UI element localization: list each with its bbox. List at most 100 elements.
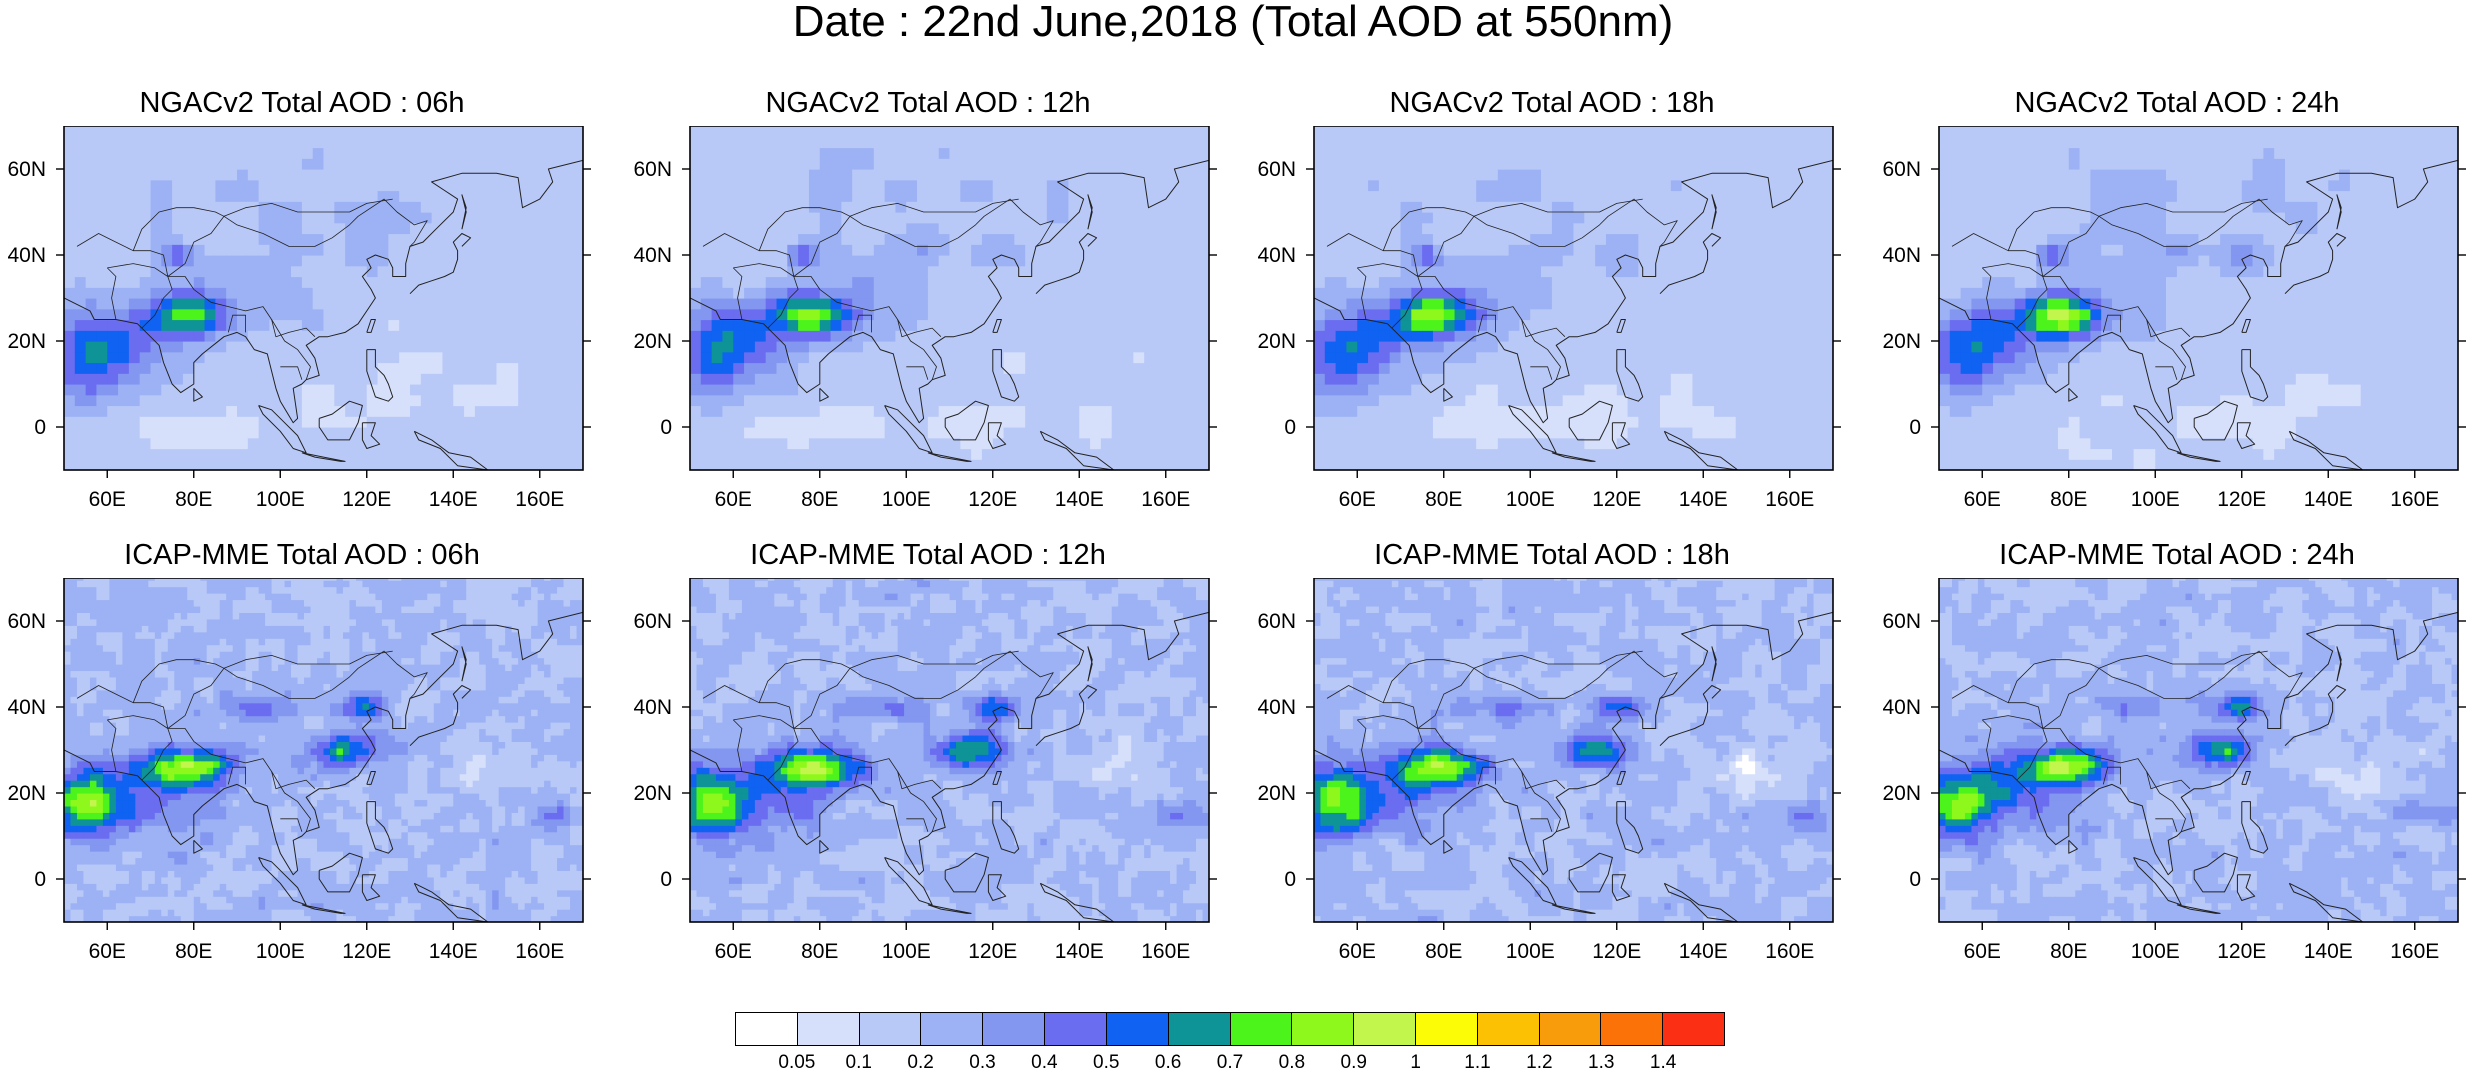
aod-field bbox=[1939, 126, 2459, 471]
lat-tick-label: 20N bbox=[1882, 782, 1921, 805]
lon-tick-label: 160E bbox=[2390, 940, 2439, 963]
lat-tick-label: 20N bbox=[633, 330, 672, 353]
aod-field bbox=[690, 126, 1210, 471]
panel-title: ICAP-MME Total AOD : 12h bbox=[626, 538, 1230, 572]
lon-tick-label: 100E bbox=[256, 488, 305, 511]
lon-tick-label: 80E bbox=[801, 488, 838, 511]
lon-tick-label: 100E bbox=[882, 488, 931, 511]
lat-tick-label: 40N bbox=[7, 696, 46, 719]
lon-tick-label: 100E bbox=[2131, 488, 2180, 511]
lat-tick-label: 60N bbox=[1882, 610, 1921, 633]
lon-tick-label: 120E bbox=[968, 488, 1017, 511]
colorbar-cell bbox=[860, 1013, 922, 1045]
lat-tick-label: 40N bbox=[1257, 244, 1296, 267]
panel-title: ICAP-MME Total AOD : 24h bbox=[1875, 538, 2466, 572]
figure-title: Date : 22nd June,2018 (Total AOD at 550n… bbox=[0, 0, 2466, 44]
lon-tick-label: 80E bbox=[801, 940, 838, 963]
lon-tick-label: 120E bbox=[342, 940, 391, 963]
lon-tick-label: 100E bbox=[1506, 940, 1555, 963]
lon-tick-label: 140E bbox=[1055, 488, 1104, 511]
map-panel: NGACv2 Total AOD : 12h 60E 80E 100E 120E 140E… bbox=[626, 86, 1230, 540]
lat-tick-label: 60N bbox=[633, 610, 672, 633]
lat-tick-label: 40N bbox=[633, 696, 672, 719]
lat-tick-label: 60N bbox=[633, 158, 672, 181]
colorbar-cell bbox=[983, 1013, 1045, 1045]
lat-tick-label: 40N bbox=[1257, 696, 1296, 719]
map-panel: NGACv2 Total AOD : 18h 60E 80E 100E 120E 140E… bbox=[1250, 86, 1854, 540]
lon-tick-label: 80E bbox=[1425, 488, 1462, 511]
lon-tick-label: 60E bbox=[89, 940, 126, 963]
lon-tick-label: 140E bbox=[2304, 488, 2353, 511]
lon-tick-label: 160E bbox=[1765, 488, 1814, 511]
aod-field bbox=[64, 126, 584, 471]
lon-tick-label: 140E bbox=[1679, 940, 1728, 963]
lat-tick-label: 60N bbox=[7, 158, 46, 181]
lat-tick-label: 60N bbox=[7, 610, 46, 633]
lat-tick-label: 0 bbox=[1909, 868, 1921, 891]
lon-tick-label: 100E bbox=[882, 940, 931, 963]
lon-tick-label: 160E bbox=[1141, 940, 1190, 963]
lat-tick-label: 60N bbox=[1882, 158, 1921, 181]
lon-tick-label: 60E bbox=[1964, 940, 2001, 963]
lat-tick-label: 0 bbox=[34, 868, 46, 891]
lat-tick-label: 0 bbox=[660, 868, 672, 891]
aod-field bbox=[64, 578, 584, 923]
lon-tick-label: 160E bbox=[2390, 488, 2439, 511]
lon-tick-label: 100E bbox=[1506, 488, 1555, 511]
panel-title: NGACv2 Total AOD : 18h bbox=[1250, 86, 1854, 120]
colorbar-cell bbox=[1478, 1013, 1540, 1045]
colorbar-strip bbox=[735, 1012, 1725, 1046]
lon-tick-label: 140E bbox=[429, 488, 478, 511]
lon-tick-label: 160E bbox=[1141, 488, 1190, 511]
lat-tick-label: 40N bbox=[1882, 696, 1921, 719]
lat-tick-label: 20N bbox=[1882, 330, 1921, 353]
lat-tick-label: 40N bbox=[7, 244, 46, 267]
panel-title: ICAP-MME Total AOD : 06h bbox=[0, 538, 604, 572]
lon-tick-label: 60E bbox=[1339, 488, 1376, 511]
colorbar-cell bbox=[1416, 1013, 1478, 1045]
panel-title: NGACv2 Total AOD : 12h bbox=[626, 86, 1230, 120]
aod-field bbox=[1314, 578, 1834, 923]
lon-tick-label: 60E bbox=[89, 488, 126, 511]
lon-tick-label: 120E bbox=[1592, 488, 1641, 511]
colorbar-cell bbox=[736, 1013, 798, 1045]
lat-tick-label: 0 bbox=[34, 416, 46, 439]
colorbar-cell bbox=[1107, 1013, 1169, 1045]
lat-tick-label: 60N bbox=[1257, 158, 1296, 181]
lon-tick-label: 60E bbox=[715, 488, 752, 511]
colorbar-cell bbox=[1354, 1013, 1416, 1045]
aod-field bbox=[1939, 578, 2459, 923]
lat-tick-label: 60N bbox=[1257, 610, 1296, 633]
lat-tick-label: 0 bbox=[660, 416, 672, 439]
lon-tick-label: 120E bbox=[968, 940, 1017, 963]
panel-title: NGACv2 Total AOD : 06h bbox=[0, 86, 604, 120]
lon-tick-label: 80E bbox=[175, 488, 212, 511]
lat-tick-label: 0 bbox=[1284, 868, 1296, 891]
lon-tick-label: 160E bbox=[1765, 940, 1814, 963]
colorbar-cell bbox=[1231, 1013, 1293, 1045]
lat-tick-label: 20N bbox=[633, 782, 672, 805]
colorbar-cell bbox=[1540, 1013, 1602, 1045]
lon-tick-label: 140E bbox=[429, 940, 478, 963]
lat-tick-label: 20N bbox=[7, 782, 46, 805]
aod-field bbox=[1314, 126, 1834, 471]
lon-tick-label: 140E bbox=[1679, 488, 1728, 511]
panel-title: ICAP-MME Total AOD : 18h bbox=[1250, 538, 1854, 572]
lat-tick-label: 0 bbox=[1284, 416, 1296, 439]
aod-field bbox=[690, 578, 1210, 923]
lat-tick-label: 40N bbox=[1882, 244, 1921, 267]
lon-tick-label: 120E bbox=[1592, 940, 1641, 963]
lon-tick-label: 120E bbox=[2217, 940, 2266, 963]
